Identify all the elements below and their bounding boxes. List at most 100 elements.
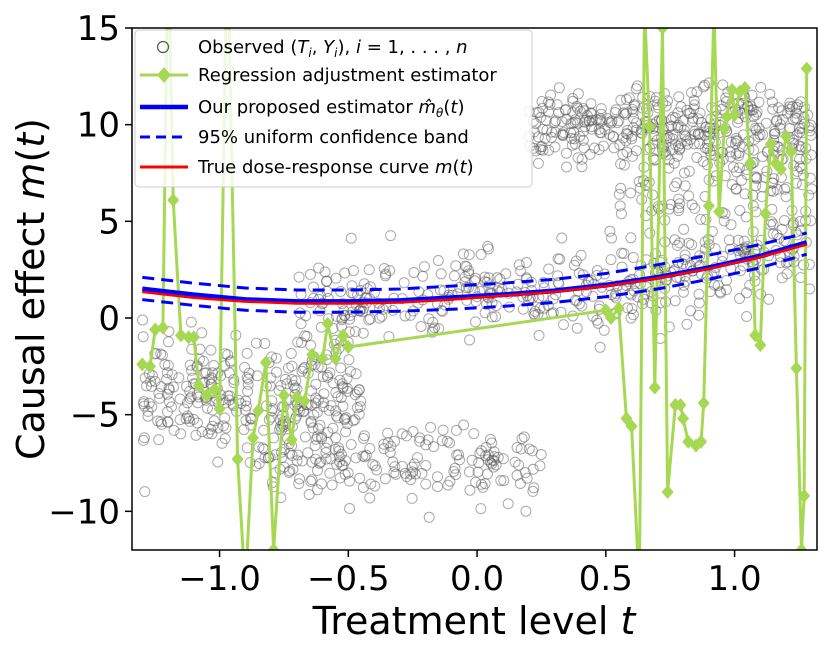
observed-point — [673, 193, 685, 205]
x-axis-label: Treatment level t — [312, 599, 638, 643]
observed-point — [271, 366, 282, 378]
regression-marker — [192, 378, 205, 393]
observed-point — [223, 367, 235, 379]
observed-point — [407, 426, 419, 437]
observed-point — [702, 143, 713, 155]
regression-marker — [780, 129, 793, 144]
observed-point — [604, 225, 616, 237]
observed-point — [527, 463, 539, 475]
observed-point — [406, 492, 418, 504]
observed-point — [732, 234, 744, 246]
observed-point — [253, 458, 265, 470]
observed-point — [369, 460, 381, 472]
observed-point — [515, 443, 527, 455]
observed-point — [767, 103, 779, 115]
observed-point — [324, 467, 336, 479]
observed-point — [398, 277, 410, 289]
legend-regression-marker — [157, 67, 171, 83]
observed-point — [450, 469, 462, 481]
observed-point — [755, 81, 767, 93]
observed-point — [270, 352, 282, 364]
observed-point — [233, 394, 244, 406]
observed-point — [201, 402, 213, 414]
x-tick-label: −1.0 — [178, 559, 261, 599]
observed-point — [639, 288, 651, 300]
observed-point — [671, 177, 683, 189]
observed-point — [186, 343, 198, 355]
observed-point — [333, 442, 345, 454]
observed-point — [459, 260, 471, 272]
observed-point — [486, 311, 498, 323]
observed-point — [396, 460, 408, 472]
observed-point — [359, 430, 370, 442]
observed-point — [330, 272, 342, 284]
observed-point — [330, 387, 342, 399]
observed-point — [408, 458, 420, 470]
observed-point — [321, 276, 332, 287]
observed-point — [382, 437, 394, 449]
observed-point — [345, 366, 356, 377]
observed-point — [388, 467, 400, 479]
observed-point — [217, 420, 229, 432]
regression-marker — [790, 361, 803, 376]
observed-point — [313, 457, 325, 469]
observed-point — [766, 96, 778, 108]
observed-point — [345, 232, 357, 244]
observed-point — [793, 140, 805, 152]
observed-point — [620, 128, 632, 139]
observed-point — [578, 125, 589, 137]
observed-point — [554, 253, 566, 265]
regression-marker — [208, 382, 221, 397]
observed-point — [490, 311, 501, 323]
observed-point — [733, 162, 745, 174]
observed-point — [627, 309, 639, 321]
observed-point — [528, 482, 540, 494]
regression-marker — [267, 543, 280, 550]
observed-point — [334, 374, 346, 386]
observed-point — [733, 150, 745, 162]
regression-marker — [298, 394, 311, 409]
observed-point — [550, 126, 561, 138]
regression-marker — [213, 401, 226, 416]
observed-point — [319, 266, 331, 278]
observed-point — [679, 167, 690, 179]
legend-regression-label: Regression adjustment estimator — [198, 65, 497, 86]
observed-point — [330, 410, 342, 422]
observed-point — [623, 92, 635, 104]
observed-point — [679, 249, 691, 261]
observed-point — [285, 348, 297, 359]
regression-marker — [648, 380, 661, 395]
observed-point — [545, 89, 557, 101]
observed-point — [521, 257, 532, 268]
observed-point — [671, 239, 683, 251]
observed-point — [182, 410, 193, 422]
observed-point — [385, 440, 397, 452]
observed-point — [626, 303, 638, 315]
true-curve-line — [142, 243, 808, 305]
observed-point — [442, 479, 454, 491]
observed-point — [527, 485, 539, 497]
observed-point — [142, 410, 154, 422]
observed-point — [575, 249, 587, 261]
observed-point — [377, 303, 389, 315]
observed-point — [779, 183, 791, 195]
observed-point — [665, 114, 677, 126]
observed-point — [205, 344, 217, 356]
observed-point — [350, 368, 362, 380]
observed-point — [180, 413, 192, 425]
observed-point — [139, 372, 151, 384]
regression-marker — [167, 193, 180, 208]
observed-point — [199, 367, 211, 379]
observed-point — [320, 442, 332, 454]
observed-point — [627, 122, 639, 134]
observed-point — [138, 396, 150, 408]
legend-band-label: 95% uniform confidence band — [198, 127, 469, 148]
observed-point — [341, 418, 353, 430]
observed-point — [417, 270, 429, 282]
observed-point — [599, 123, 611, 135]
observed-point — [727, 161, 739, 173]
observed-point — [357, 450, 369, 462]
observed-point — [538, 277, 550, 289]
observed-point — [284, 465, 296, 477]
observed-point — [347, 265, 359, 277]
